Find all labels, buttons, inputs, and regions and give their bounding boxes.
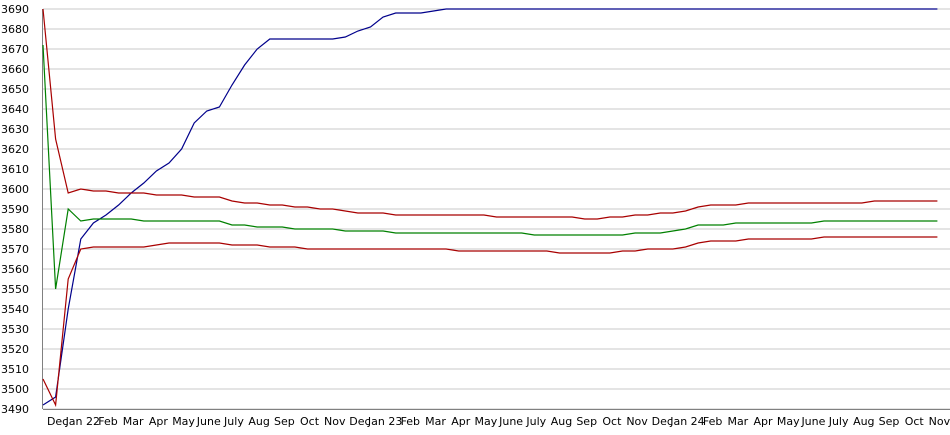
y-tick-label: 3540 (1, 303, 29, 316)
x-tick-label: Feb (98, 415, 117, 428)
x-tick-label: Sep (576, 415, 597, 428)
y-tick-label: 3680 (1, 23, 29, 36)
x-tick-label: Jan 23 (367, 415, 402, 428)
y-tick-label: 3630 (1, 123, 29, 136)
y-tick-label: 3560 (1, 263, 29, 276)
x-tick-label: July (828, 415, 849, 428)
x-tick-label: Nov (626, 415, 648, 428)
y-tick-label: 3590 (1, 203, 29, 216)
x-tick-label: Dec (652, 415, 673, 428)
x-tick-label: Dec (47, 415, 68, 428)
y-tick-label: 3490 (1, 403, 29, 416)
x-tick-label: Oct (602, 415, 622, 428)
y-tick-label: 3600 (1, 183, 29, 196)
x-tick-label: Mar (123, 415, 144, 428)
x-tick-label: Jan 22 (65, 415, 100, 428)
x-tick-label: Apr (754, 415, 774, 428)
x-tick-label: Mar (425, 415, 446, 428)
x-tick-label: Feb (703, 415, 722, 428)
y-tick-label: 3670 (1, 43, 29, 56)
y-tick-label: 3690 (1, 3, 29, 16)
x-tick-label: Apr (451, 415, 471, 428)
x-tick-label: July (525, 415, 546, 428)
y-tick-label: 3510 (1, 363, 29, 376)
x-tick-label: Apr (149, 415, 169, 428)
x-tick-label: July (223, 415, 244, 428)
y-tick-label: 3610 (1, 163, 29, 176)
x-tick-label: Sep (879, 415, 900, 428)
x-tick-label: Oct (905, 415, 925, 428)
y-tick-label: 3520 (1, 343, 29, 356)
y-tick-label: 3620 (1, 143, 29, 156)
x-tick-label: Sep (274, 415, 295, 428)
x-tick-label: Aug (248, 415, 269, 428)
series-line (42, 8, 938, 406)
series-line (42, 236, 938, 408)
x-tick-label: June (498, 415, 523, 428)
y-tick-label: 3640 (1, 103, 29, 116)
y-tick-label: 3660 (1, 63, 29, 76)
x-tick-label: Feb (401, 415, 420, 428)
x-tick-label: May (475, 415, 498, 428)
y-tick-label: 3580 (1, 223, 29, 236)
x-tick-label: Aug (853, 415, 874, 428)
x-tick-label: May (172, 415, 195, 428)
x-tick-label: Mar (727, 415, 748, 428)
x-tick-label: June (800, 415, 825, 428)
x-tick-label: Aug (551, 415, 572, 428)
y-tick-label: 3500 (1, 383, 29, 396)
x-tick-label: May (777, 415, 800, 428)
x-tick-label: Jan 24 (669, 415, 704, 428)
x-tick-label: Nov (324, 415, 346, 428)
y-tick-label: 3550 (1, 283, 29, 296)
y-tick-label: 3570 (1, 243, 29, 256)
x-tick-label: June (196, 415, 221, 428)
series-line (42, 8, 938, 220)
x-tick-label: Dec (349, 415, 370, 428)
x-tick-label: Nov (929, 415, 950, 428)
y-tick-label: 3530 (1, 323, 29, 336)
x-tick-label: Oct (300, 415, 320, 428)
y-tick-label: 3650 (1, 83, 29, 96)
series-line (42, 44, 938, 290)
